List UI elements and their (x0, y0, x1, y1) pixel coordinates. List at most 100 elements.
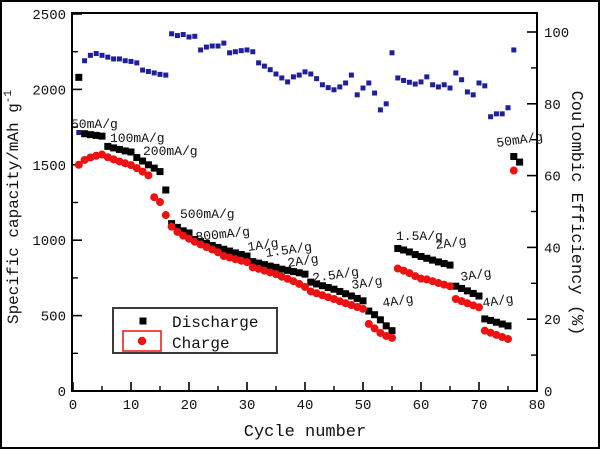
discharge-point (492, 318, 500, 326)
x-tick-label: 80 (529, 398, 546, 414)
series-discharge (75, 73, 524, 335)
efficiency-point (389, 50, 395, 56)
rate-annotation: 2A/g (434, 234, 467, 253)
efficiency-point (192, 33, 198, 39)
efficiency-point (76, 130, 82, 136)
y-right-tick-label: 80 (544, 98, 561, 114)
efficiency-point (319, 82, 325, 88)
efficiency-point (169, 31, 175, 37)
y-left-tick-label: 1000 (32, 234, 66, 250)
legend-charge-marker (137, 336, 147, 346)
efficiency-point (157, 71, 163, 77)
efficiency-point (337, 84, 343, 90)
efficiency-point (209, 43, 215, 49)
discharge-point (115, 145, 123, 153)
efficiency-point (93, 51, 99, 57)
discharge-point (260, 261, 268, 269)
y-left-tick-label: 2000 (32, 83, 66, 99)
charge-point (214, 248, 222, 257)
efficiency-point (308, 71, 314, 77)
efficiency-point (354, 92, 360, 98)
rate-annotation: 200mA/g (143, 144, 198, 159)
efficiency-point (511, 47, 517, 53)
efficiency-point (302, 69, 308, 75)
discharge-point (405, 248, 413, 256)
discharge-point (324, 284, 332, 292)
discharge-point (139, 157, 147, 165)
discharge-point (272, 263, 280, 271)
discharge-point (417, 252, 425, 260)
y-left-axis-ticks: 0 500 1000 1500 2000 2500 (32, 8, 82, 401)
efficiency-point (122, 58, 128, 64)
discharge-point (342, 290, 350, 298)
x-tick-label: 40 (297, 398, 314, 414)
efficiency-point (261, 63, 267, 69)
efficiency-point (151, 70, 157, 76)
annotations: 50mA/g100mA/g200mA/g500mA/g800mA/g1A/g1.… (71, 117, 544, 311)
x-tick-label: 20 (181, 398, 198, 414)
discharge-point (289, 268, 297, 276)
discharge-point (284, 266, 292, 274)
rate-annotation: 1A/g (246, 236, 279, 255)
discharge-point (243, 252, 251, 260)
efficiency-point (285, 79, 291, 85)
efficiency-point (348, 72, 354, 78)
efficiency-point (459, 77, 465, 83)
efficiency-point (267, 67, 273, 73)
efficiency-point (140, 67, 146, 73)
rate-annotation: 800mA/g (195, 224, 251, 245)
discharge-point (92, 131, 100, 139)
charge-point (132, 164, 141, 173)
efficiency-point (441, 82, 447, 88)
x-tick-label: 50 (355, 398, 372, 414)
efficiency-point (145, 68, 151, 74)
efficiency-point (163, 72, 169, 78)
discharge-point (434, 258, 442, 266)
y-left-tick-label: 1500 (32, 159, 66, 175)
charge-point (150, 193, 159, 202)
discharge-point (376, 316, 384, 324)
discharge-point (231, 249, 239, 257)
efficiency-point (499, 111, 505, 117)
rate-annotation: 100mA/g (110, 131, 165, 146)
efficiency-point (331, 87, 337, 93)
discharge-point (469, 289, 477, 297)
discharge-point (463, 287, 471, 295)
efficiency-point (221, 40, 227, 46)
efficiency-point (290, 74, 296, 80)
rate-annotation: 4A/g (481, 292, 514, 311)
discharge-point (458, 284, 466, 292)
y-left-axis-title: Specific capacity/mAh g-1 (3, 90, 23, 324)
charge-point (364, 319, 373, 328)
x-axis-ticks: 0 10 20 30 40 50 60 70 80 (69, 382, 546, 414)
discharge-point (255, 259, 263, 267)
discharge-point (510, 153, 518, 161)
efficiency-point (203, 44, 209, 50)
efficiency-point (111, 56, 117, 62)
efficiency-point (343, 80, 349, 86)
legend-discharge-label: Discharge (172, 314, 258, 332)
efficiency-point (366, 80, 372, 86)
efficiency-point (273, 71, 279, 77)
y-right-axis-ticks: 0 20 40 60 80 100 (527, 26, 569, 401)
efficiency-point (430, 82, 436, 88)
legend-discharge-marker (139, 317, 147, 325)
charge-point (173, 227, 182, 236)
y-left-tick-label: 500 (41, 310, 66, 326)
efficiency-point (493, 111, 499, 117)
y-right-tick-label: 20 (544, 313, 561, 329)
rate-annotation: 3A/g (459, 266, 492, 285)
discharge-point (301, 270, 309, 278)
discharge-point (394, 244, 402, 252)
charge-point (144, 171, 153, 180)
y-right-tick-label: 40 (544, 241, 561, 257)
rate-annotation: 3A/g (350, 274, 383, 293)
discharge-point (330, 285, 338, 293)
charge-point (156, 198, 164, 207)
efficiency-point (406, 79, 412, 85)
discharge-point (237, 251, 245, 259)
discharge-point (179, 227, 187, 235)
legend-charge-label: Charge (172, 335, 230, 353)
charge-point (509, 166, 518, 175)
